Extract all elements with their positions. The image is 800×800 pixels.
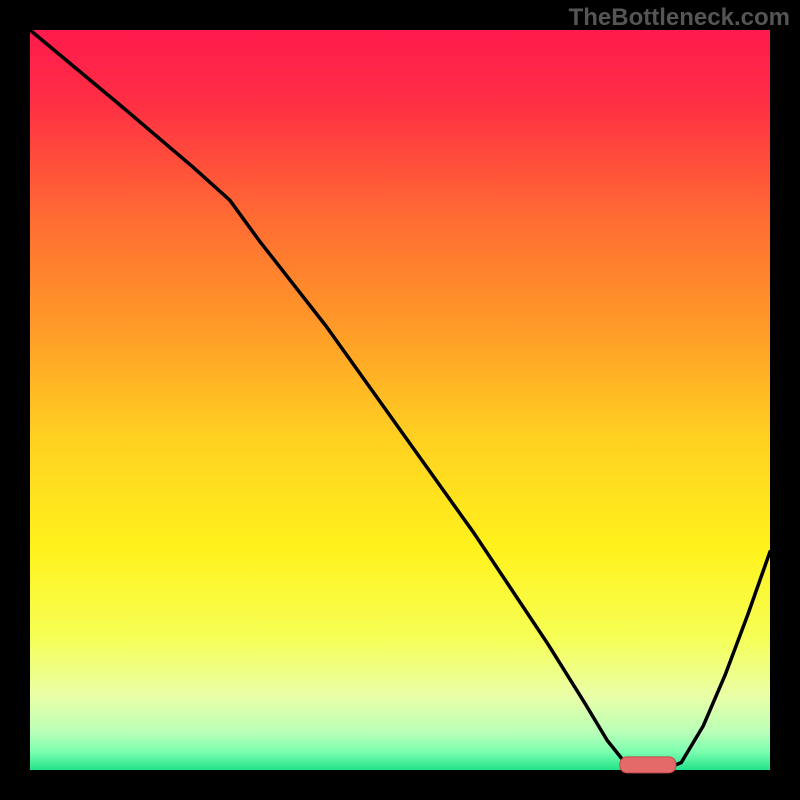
plot-area <box>30 30 770 770</box>
chart-svg <box>0 0 800 800</box>
optimal-marker <box>620 757 676 773</box>
chart-container: TheBottleneck.com <box>0 0 800 800</box>
